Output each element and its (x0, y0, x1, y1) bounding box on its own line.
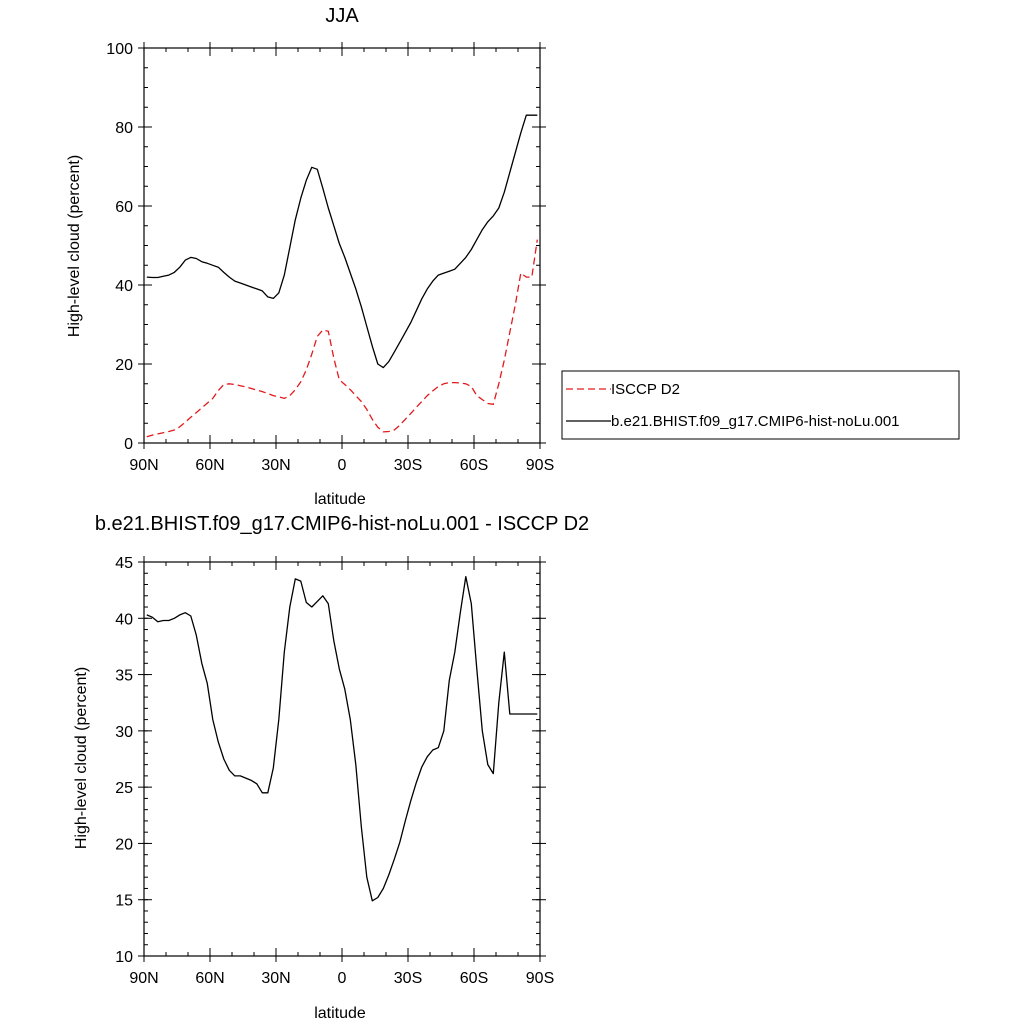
series-line-isccp-d2 (146, 239, 538, 438)
chart-title: JJA (325, 5, 359, 27)
x-tick-label: 0 (338, 457, 347, 474)
y-tick-label: 35 (115, 668, 133, 685)
x-tick-label: 60S (460, 970, 488, 987)
axis-ticks: 0 20 40 60 80 100 90N 60N 30N 0 30S 60S 90S (106, 41, 554, 474)
legend-box (561, 370, 960, 440)
y-tick-label: 40 (115, 278, 133, 295)
axis-ticks: 10 15 20 25 30 35 40 45 90N 60N 30N 0 30S 60S 90S (115, 555, 554, 987)
legend-label-model: b.e21.BHIST.f09_g17.CMIP6-hist-noLu.001 (611, 413, 900, 430)
y-tick-label: 20 (115, 357, 133, 374)
x-tick-label: 30S (394, 457, 422, 474)
series-line-difference (146, 575, 538, 902)
x-tick-label: 30N (261, 970, 290, 987)
y-axis-title: High-level cloud (percent) (73, 667, 90, 849)
y-tick-label: 20 (115, 836, 133, 853)
x-tick-label: 60N (195, 457, 224, 474)
x-tick-label: 30S (394, 970, 422, 987)
y-tick-label: 10 (115, 949, 133, 966)
y-tick-label: 15 (115, 893, 133, 910)
y-tick-label: 45 (115, 555, 133, 572)
y-tick-label: 40 (115, 611, 133, 628)
legend-label-isccp-d2: ISCCP D2 (611, 381, 680, 398)
x-tick-label: 90S (526, 457, 554, 474)
chart-title: b.e21.BHIST.f09_g17.CMIP6-hist-noLu.001 … (95, 513, 589, 535)
x-axis-title: latitude (314, 1005, 366, 1022)
x-tick-label: 90S (526, 970, 554, 987)
series-layer (146, 575, 538, 902)
chart-jja-panel: JJA latitude High-level cloud (percent) … (66, 5, 554, 508)
x-axis-title: latitude (314, 491, 366, 508)
y-tick-label: 100 (106, 41, 133, 58)
legend: ISCCP D2 b.e21.BHIST.f09_g17.CMIP6-hist-… (561, 370, 960, 440)
y-tick-label: 25 (115, 780, 133, 797)
y-tick-label: 60 (115, 199, 133, 216)
x-tick-label: 60S (460, 457, 488, 474)
x-tick-label: 30N (261, 457, 290, 474)
series-layer (146, 114, 538, 438)
y-axis-title: High-level cloud (percent) (66, 155, 83, 337)
y-tick-label: 0 (124, 436, 133, 453)
series-line-b-e21-bhist-f09-g17-cmip6-hist-nolu-001 (146, 114, 538, 369)
y-tick-label: 80 (115, 120, 133, 137)
x-tick-label: 90N (129, 970, 158, 987)
plot-frame (143, 561, 541, 957)
x-tick-label: 60N (195, 970, 224, 987)
x-tick-label: 0 (338, 970, 347, 987)
plot-frame (143, 47, 541, 444)
x-tick-label: 90N (129, 457, 158, 474)
chart-difference-panel: b.e21.BHIST.f09_g17.CMIP6-hist-noLu.001 … (73, 513, 589, 1022)
y-tick-label: 30 (115, 724, 133, 741)
